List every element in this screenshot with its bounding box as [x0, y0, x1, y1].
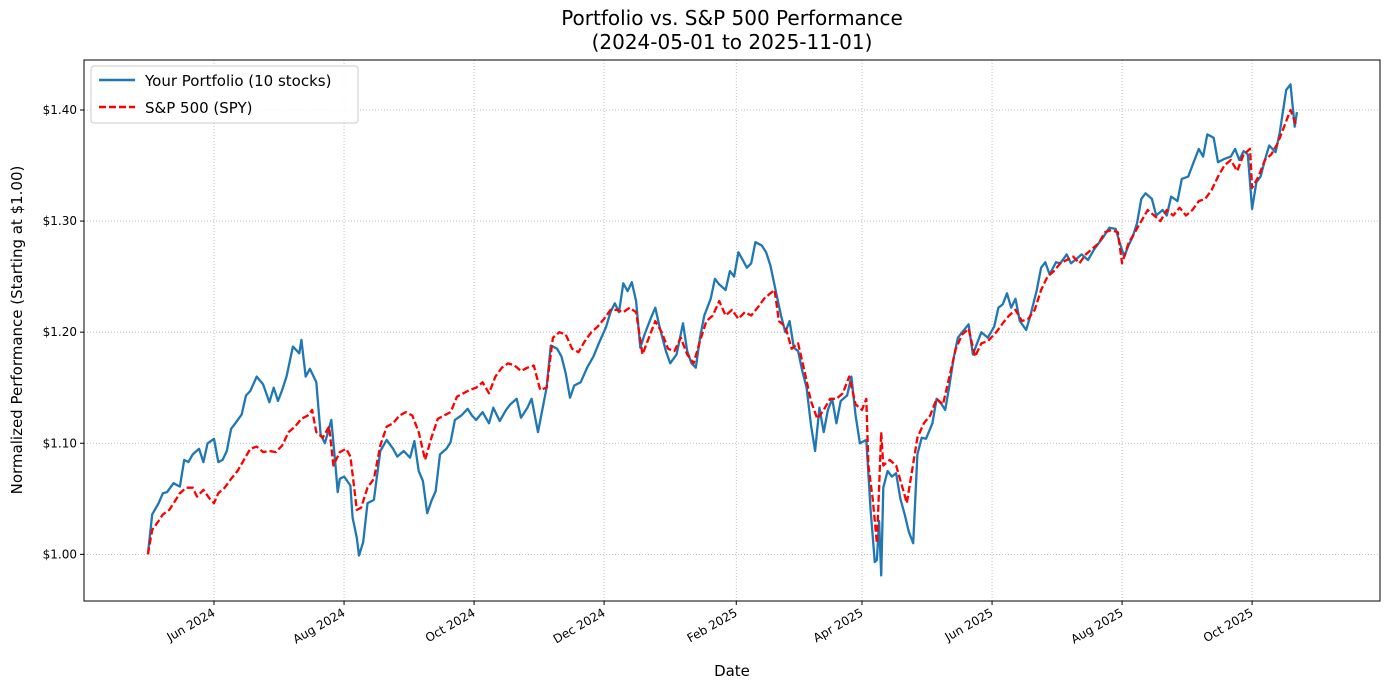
legend-box: [90, 65, 359, 124]
plot-lines: [146, 83, 1299, 577]
plot-frame: [83, 59, 1381, 602]
y-tick-label: $1.40: [43, 103, 77, 117]
y-tick-label: $1.00: [43, 547, 77, 561]
legend: Your Portfolio (10 stocks) S&P 500 (SPY): [90, 65, 359, 124]
grid-lines: [84, 60, 1380, 601]
legend-spy-label: S&P 500 (SPY): [145, 99, 253, 117]
y-tick-label: $1.20: [43, 325, 77, 339]
y-axis: $1.00 $1.10 $1.20 $1.30 $1.40: [43, 103, 84, 561]
spy-line: [146, 108, 1298, 555]
x-axis-label: Date: [714, 662, 750, 680]
y-axis-label: Normalized Performance (Starting at $1.0…: [8, 166, 26, 495]
legend-portfolio-label: Your Portfolio (10 stocks): [144, 72, 331, 90]
y-tick-label: $1.10: [43, 436, 77, 450]
y-tick-label: $1.30: [43, 214, 77, 228]
chart-subtitle: (2024-05-01 to 2025-11-01): [592, 30, 873, 54]
chart-title: Portfolio vs. S&P 500 Performance: [561, 6, 903, 30]
